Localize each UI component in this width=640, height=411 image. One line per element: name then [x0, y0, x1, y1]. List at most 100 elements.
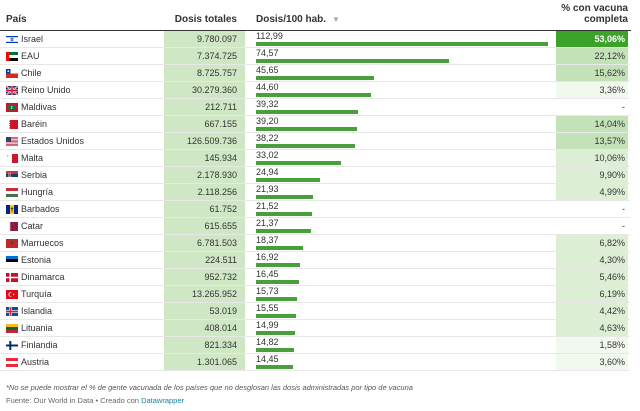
dosis-100-value: 33,02 — [256, 150, 279, 160]
dosis-totales-cell: 224.511 — [164, 252, 245, 269]
vacuna-completa-value: 6,82% — [599, 238, 625, 248]
vacuna-completa-cell: 22,12% — [556, 48, 628, 65]
bahrain-flag-icon — [6, 120, 18, 129]
table-row: Estonia 224.511 16,92 4,30% — [0, 252, 640, 269]
maldives-flag-icon — [6, 103, 18, 112]
vacuna-completa-cell: - — [556, 99, 628, 116]
dosis-totales-cell: 667.155 — [164, 116, 245, 133]
dosis-100-value: 15,73 — [256, 286, 279, 296]
country-name: Turquía — [21, 289, 52, 299]
country-name: Serbia — [21, 170, 48, 180]
dosis-totales-cell: 30.279.360 — [164, 82, 245, 99]
qatar-flag-icon — [6, 222, 18, 231]
dosis-100-value: 15,55 — [256, 303, 279, 313]
row-divider — [0, 64, 630, 65]
table-row: Finlandia 821.334 14,82 1,58% — [0, 337, 640, 354]
dosis-100-bar — [256, 110, 358, 114]
dosis-100-bar — [256, 263, 300, 267]
vacuna-completa-cell: - — [556, 218, 628, 235]
dosis-totales-value: 408.014 — [204, 323, 237, 333]
vacuna-completa-value: 6,19% — [599, 289, 625, 299]
dosis-100-value: 38,22 — [256, 133, 279, 143]
country-name: Barbados — [21, 204, 60, 214]
dosis-100-bar — [256, 161, 341, 165]
dosis-100-value: 24,94 — [256, 167, 279, 177]
column-header-vacuna-completa[interactable]: % con vacuna completa — [556, 3, 628, 25]
dosis-100-bar — [256, 365, 293, 369]
hungary-flag-icon — [6, 188, 18, 197]
table-row: Barbados 61.752 21,52 - — [0, 201, 640, 218]
dosis-totales-cell: 53.019 — [164, 303, 245, 320]
dosis-100-value: 21,52 — [256, 201, 279, 211]
vacuna-completa-cell: 13,57% — [556, 133, 628, 150]
vacuna-completa-value: 3,60% — [599, 357, 625, 367]
table-header: País Dosis totales Dosis/100 hab. ▼ % con… — [0, 0, 640, 30]
vacuna-completa-cell: 3,60% — [556, 354, 628, 371]
vacuna-completa-cell: 6,82% — [556, 235, 628, 252]
column-header-dosis-100[interactable]: Dosis/100 hab. ▼ — [256, 14, 340, 25]
source-line: Fuente: Our World in Data • Creado con D… — [6, 396, 184, 405]
row-divider — [0, 353, 630, 354]
header-divider — [0, 30, 631, 31]
vacuna-completa-value: 5,46% — [599, 272, 625, 282]
dosis-totales-value: 224.511 — [205, 255, 237, 265]
dosis-100-bar — [256, 331, 295, 335]
dosis-totales-value: 2.178.930 — [196, 170, 237, 180]
row-divider — [0, 47, 630, 48]
dosis-totales-cell: 615.655 — [164, 218, 245, 235]
row-divider — [0, 81, 630, 82]
dosis-totales-value: 53.019 — [209, 306, 237, 316]
vacuna-completa-value: 53,06% — [594, 34, 625, 44]
dosis-totales-cell: 7.374.725 — [164, 48, 245, 65]
dosis-100-value: 39,20 — [256, 116, 279, 126]
dosis-totales-cell: 821.334 — [164, 337, 245, 354]
sort-descending-icon[interactable]: ▼ — [332, 15, 340, 24]
column-header-vacuna-line2: completa — [584, 14, 628, 25]
country-name: Hungría — [21, 187, 54, 197]
table-row: Lituania 408.014 14,99 4,63% — [0, 320, 640, 337]
dosis-100-bar — [256, 229, 311, 233]
row-divider — [0, 268, 630, 269]
dosis-100-value: 18,37 — [256, 235, 279, 245]
country-name: Catar — [21, 221, 44, 231]
dosis-100-bar — [256, 212, 312, 216]
dosis-100-value: 16,92 — [256, 252, 279, 262]
table-row: Chile 8.725.757 45,65 15,62% — [0, 65, 640, 82]
row-divider — [0, 251, 630, 252]
country-name: Israel — [21, 34, 44, 44]
column-header-dosis-100-label: Dosis/100 hab. — [256, 14, 327, 25]
barbados-flag-icon — [6, 205, 18, 214]
dosis-100-value: 14,82 — [256, 337, 279, 347]
vacuna-completa-value: 4,30% — [599, 255, 625, 265]
row-divider — [0, 200, 630, 201]
country-name: Islandia — [21, 306, 53, 316]
row-divider — [0, 370, 630, 371]
dosis-totales-cell: 408.014 — [164, 320, 245, 337]
row-divider — [0, 285, 630, 286]
dosis-100-value: 44,60 — [256, 82, 279, 92]
table-row: Reino Unido 30.279.360 44,60 3,36% — [0, 82, 640, 99]
row-divider — [0, 166, 630, 167]
table-row: Baréin 667.155 39,20 14,04% — [0, 116, 640, 133]
dosis-totales-cell: 952.732 — [164, 269, 245, 286]
table-row: Israel 9.780.097 112,99 53,06% — [0, 31, 640, 48]
dosis-totales-value: 615.655 — [204, 221, 237, 231]
country-name: Chile — [21, 68, 42, 78]
datawrapper-link[interactable]: Datawrapper — [141, 396, 185, 405]
iceland-flag-icon — [6, 307, 18, 316]
row-divider — [0, 336, 630, 337]
row-divider — [0, 319, 630, 320]
vacuna-completa-value: 4,99% — [599, 187, 625, 197]
column-header-pais[interactable]: País — [6, 14, 27, 25]
dosis-100-bar — [256, 314, 296, 318]
country-name: EAU — [21, 51, 40, 61]
dosis-totales-cell: 212.711 — [164, 99, 245, 116]
vacuna-completa-cell: 5,46% — [556, 269, 628, 286]
column-header-dosis-totales[interactable]: Dosis totales — [174, 14, 237, 25]
table-row: Hungría 2.118.256 21,93 4,99% — [0, 184, 640, 201]
vacuna-completa-cell: - — [556, 201, 628, 218]
table-row: Dinamarca 952.732 16,45 5,46% — [0, 269, 640, 286]
estonia-flag-icon — [6, 256, 18, 265]
table-row: Estados Unidos 126.509.736 38,22 13,57% — [0, 133, 640, 150]
vacuna-completa-value: - — [622, 221, 625, 231]
